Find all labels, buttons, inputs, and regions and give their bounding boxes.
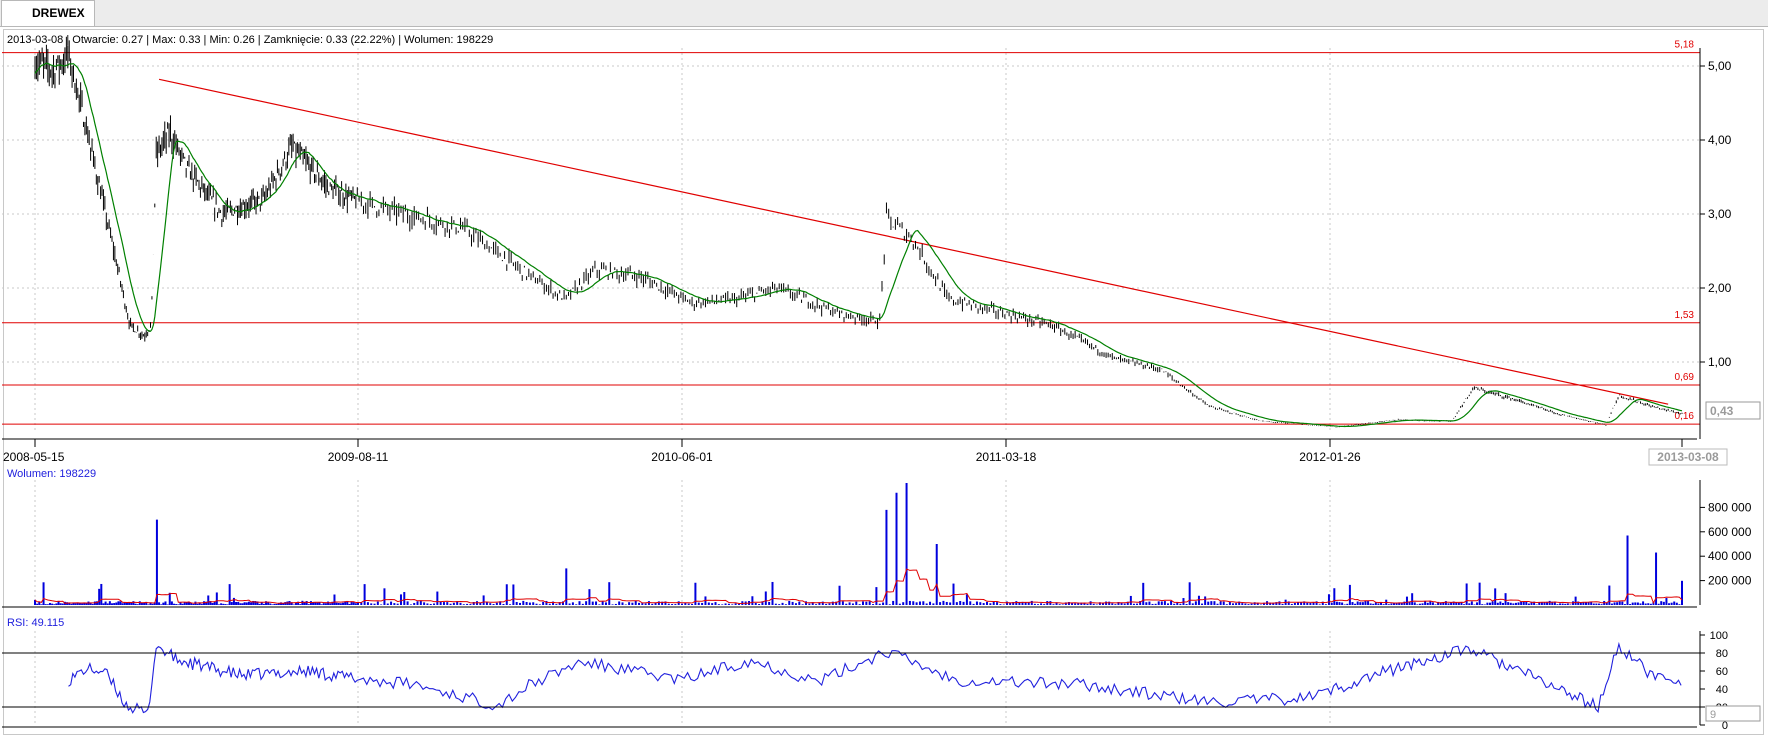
last-value-label: 0,43 [1710, 404, 1734, 418]
level-lines: 5,18 1,53 0,69 0,16 [2, 40, 1700, 425]
price-y-tick-label: 4,00 [1708, 133, 1732, 147]
volume-y-tick-label: 600 000 [1708, 525, 1752, 539]
level-label: 0,69 [1675, 372, 1695, 383]
rsi-y-tick-label: 0 [1722, 720, 1728, 732]
rsi-y-tick-label: 80 [1716, 648, 1728, 660]
x-tick-label: 2011-03-18 [976, 450, 1037, 464]
info-min: Min: 0.26 [209, 34, 254, 46]
x-tick-label: 2010-06-01 [651, 450, 713, 464]
level-label: 1,53 [1675, 310, 1695, 321]
volume-panel-label: Wolumen: 198229 [7, 468, 96, 480]
x-tick-label: 2008-05-15 [3, 450, 65, 464]
tab-drewex[interactable]: DREWEX [1, 0, 95, 26]
level-label: 5,18 [1675, 40, 1695, 51]
rsi-y-tick-label: 40 [1716, 684, 1728, 696]
volume-y-tick-label: 200 000 [1708, 574, 1752, 588]
info-date: 2013-03-08 [7, 34, 63, 46]
rsi-line [68, 641, 1682, 714]
last-value-box [1705, 401, 1761, 420]
info-volume: Wolumen: 198229 [404, 34, 493, 46]
level-label: 0,16 [1675, 411, 1695, 422]
volume-y-tick-label: 800 000 [1708, 500, 1752, 514]
info-line: 2013-03-08 | Otwarcie: 0.27 | Max: 0.33 … [7, 34, 493, 46]
info-max: Max: 0.33 [152, 34, 200, 46]
volume-series [34, 483, 1683, 605]
price-y-tick-label: 2,00 [1708, 281, 1732, 295]
x-tick-label: 2009-08-11 [328, 450, 389, 464]
rsi-last-value-label: 9 [1710, 709, 1716, 721]
info-open: Otwarcie: 0.27 [72, 34, 143, 46]
tab-bar: DREWEX [0, 0, 1768, 27]
rsi-y-tick-label: 100 [1710, 630, 1728, 642]
rsi-panel-label: RSI: 49.115 [7, 617, 64, 629]
grid [2, 48, 1700, 725]
current-date-label: 2013-03-08 [1657, 450, 1719, 464]
info-close: Zamknięcie: 0.33 (22.22%) [264, 34, 395, 46]
trend-line [158, 78, 1669, 405]
rsi-last-value-box [1705, 705, 1761, 722]
volume-y-tick-label: 400 000 [1708, 549, 1752, 563]
moving-average-line [34, 62, 1683, 428]
x-tick-label: 2012-01-26 [1299, 450, 1361, 464]
rsi-y-tick-label: 60 [1716, 666, 1728, 678]
chart-frame [3, 29, 1764, 735]
volume-average-line [34, 568, 1683, 605]
current-date-box [1648, 448, 1728, 466]
price-y-tick-label: 5,00 [1708, 59, 1732, 73]
rsi-series [2, 641, 1700, 714]
axes: 1,00 2,00 3,00 4,00 5,00 200 000 400 000 600 00… [2, 48, 1761, 732]
price-series [34, 36, 1683, 428]
price-y-tick-label: 1,00 [1708, 355, 1732, 369]
price-y-tick-label: 3,00 [1708, 207, 1732, 221]
